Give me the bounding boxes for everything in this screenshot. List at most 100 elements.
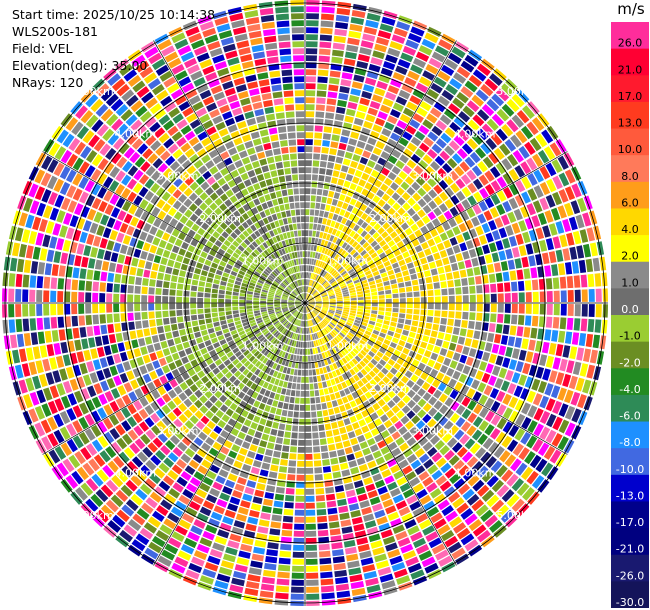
range-gate	[267, 383, 274, 391]
range-gate	[312, 290, 317, 296]
range-gate	[415, 513, 429, 524]
range-gate	[381, 231, 389, 239]
range-gate	[425, 430, 436, 440]
range-gate	[250, 322, 257, 327]
range-gate	[250, 176, 258, 185]
range-gate	[375, 259, 383, 266]
range-gate	[145, 497, 158, 509]
range-gate	[495, 240, 504, 251]
range-gate	[331, 400, 338, 408]
range-gate	[248, 124, 258, 133]
range-gate	[274, 301, 281, 303]
range-gate	[359, 156, 369, 165]
range-gate	[423, 350, 432, 358]
range-gate	[212, 441, 222, 451]
range-gate	[332, 329, 339, 335]
range-gate	[275, 162, 284, 169]
range-gate	[572, 230, 582, 245]
range-gate	[232, 26, 247, 36]
range-gate	[161, 404, 171, 415]
range-gate	[436, 355, 445, 364]
range-gate	[177, 441, 188, 452]
range-gate	[204, 143, 215, 153]
range-gate	[313, 146, 321, 153]
range-gate	[189, 415, 199, 425]
range-gate	[306, 0, 320, 6]
range-gate	[197, 227, 206, 236]
range-gate	[268, 293, 275, 297]
range-gate	[220, 355, 228, 362]
range-gate	[559, 358, 568, 372]
range-gate	[79, 402, 89, 415]
range-gate	[514, 194, 525, 207]
range-gate	[345, 236, 352, 243]
range-gate	[274, 0, 289, 7]
range-gate	[236, 143, 246, 152]
range-gate	[328, 84, 339, 92]
range-gate	[478, 234, 488, 245]
range-gate	[306, 327, 309, 334]
range-gate	[352, 176, 360, 185]
range-gate	[239, 299, 246, 303]
range-gate	[192, 142, 204, 153]
range-gate	[82, 220, 92, 232]
range-gate	[388, 274, 396, 280]
range-gate	[87, 208, 97, 221]
range-gate	[278, 357, 284, 365]
range-gate	[131, 539, 146, 552]
range-gate	[199, 537, 213, 548]
range-gate	[278, 380, 284, 387]
range-gate	[22, 274, 30, 288]
range-gate	[286, 181, 293, 189]
range-gate	[344, 355, 351, 362]
range-gate	[193, 364, 202, 373]
range-gate	[317, 529, 329, 537]
range-gate	[135, 276, 142, 286]
range-gate	[309, 327, 312, 334]
range-gate	[285, 288, 291, 293]
range-gate	[273, 415, 281, 423]
range-gate	[122, 234, 132, 245]
range-gate	[135, 124, 148, 137]
range-gate	[113, 456, 125, 469]
range-gate	[261, 234, 268, 241]
range-gate	[279, 365, 285, 373]
range-gate	[396, 186, 405, 196]
range-gate	[295, 303, 302, 305]
range-gate	[262, 217, 269, 225]
range-gate	[398, 259, 406, 267]
range-gate	[400, 222, 409, 231]
range-gate	[305, 160, 312, 167]
range-gate	[458, 373, 468, 384]
range-gate	[527, 420, 538, 433]
range-gate	[290, 283, 295, 289]
range-gate	[287, 382, 293, 389]
range-gate	[373, 204, 382, 213]
range-gate	[331, 347, 337, 354]
range-gate	[295, 333, 299, 340]
range-gate	[303, 286, 305, 293]
range-gate	[393, 568, 408, 579]
range-gate	[594, 319, 602, 333]
range-gate	[275, 310, 282, 314]
range-gate	[308, 304, 315, 307]
range-gate	[361, 409, 369, 418]
range-gate	[230, 270, 238, 277]
range-gate	[289, 453, 297, 460]
range-gate	[247, 428, 256, 437]
range-gate	[404, 227, 413, 236]
range-gate	[337, 247, 344, 255]
range-gate	[119, 351, 128, 362]
range-gate	[138, 259, 146, 269]
range-gate	[100, 271, 108, 282]
range-gate	[395, 226, 404, 235]
range-gate	[317, 285, 322, 291]
range-gate	[543, 445, 556, 460]
range-gate	[339, 404, 346, 413]
range-gate	[115, 489, 129, 503]
range-gate	[291, 432, 298, 439]
range-gate	[206, 226, 215, 235]
range-gate	[84, 413, 95, 427]
range-gate	[302, 293, 304, 300]
range-gate	[286, 277, 292, 283]
